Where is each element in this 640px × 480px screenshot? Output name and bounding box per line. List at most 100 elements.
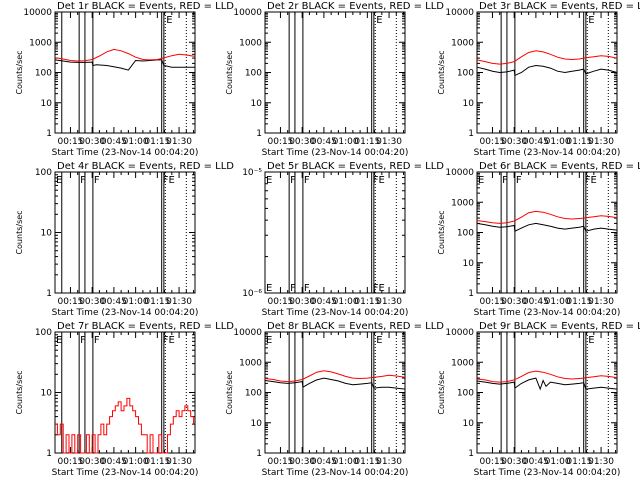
- detector-panel-6: Det 6r BLACK = Events, RED = LLD 1 10 100 10…: [437, 161, 640, 318]
- plot-frame: [264, 171, 406, 294]
- y-tick-label: 10: [251, 419, 263, 429]
- x-tick-label: 01:30: [588, 457, 614, 467]
- x-tick-label: 00:30: [79, 137, 105, 147]
- x-tick-label: 01:15: [566, 137, 592, 147]
- x-tick-label: 00:30: [501, 137, 527, 147]
- y-tick-label: 10000: [23, 8, 52, 18]
- series-line-lld: [55, 397, 195, 454]
- x-tick-label: 01:00: [545, 457, 571, 467]
- y-axis-label: Counts/sec: [437, 370, 446, 414]
- y-tick-label: 1000: [451, 38, 474, 48]
- y-tick-label: 1000: [29, 38, 52, 48]
- x-tick-label: 00:30: [79, 297, 105, 307]
- y-axis-label: Counts/sec: [437, 50, 446, 94]
- panel-title: Det 2r BLACK = Events, RED = LLD: [267, 1, 444, 12]
- y-tick-label: 10000: [233, 8, 262, 18]
- flag-label: E: [56, 175, 62, 186]
- flag-label: E: [266, 283, 272, 294]
- x-tick-label: 01:00: [333, 457, 359, 467]
- plot-frame: [264, 331, 406, 454]
- y-tick-label: 1: [46, 129, 52, 139]
- x-axis-label: Start Time (23-Nov-14 00:04:20): [474, 308, 621, 318]
- y-tick-label: 10: [463, 99, 475, 109]
- x-axis-label: Start Time (23-Nov-14 00:04:20): [52, 468, 199, 478]
- x-tick-label: 00:45: [311, 297, 337, 307]
- x-tick-label: 00:45: [311, 137, 337, 147]
- plot-frame: [264, 11, 406, 134]
- plot-frame: [54, 171, 196, 294]
- flag-label: E: [166, 15, 172, 26]
- flag-label: E: [56, 335, 62, 346]
- flag-label: F: [502, 175, 508, 186]
- y-tick-label: 10: [463, 419, 475, 429]
- series-line-events: [476, 64, 618, 77]
- panel-title: Det 3r BLACK = Events, RED = LLD: [479, 1, 640, 12]
- x-tick-label: 00:45: [523, 457, 549, 467]
- x-tick-label: 01:30: [166, 297, 192, 307]
- x-tick-label: 00:30: [289, 457, 315, 467]
- y-tick-label: 100: [35, 168, 52, 178]
- x-tick-label: 01:15: [354, 297, 380, 307]
- x-tick-label: 01:00: [545, 137, 571, 147]
- x-tick-label: 00:30: [289, 297, 315, 307]
- x-tick-label: 00:15: [479, 297, 505, 307]
- x-tick-label: 00:45: [523, 297, 549, 307]
- panel-title: Det 6r BLACK = Events, RED = LLD: [479, 161, 640, 172]
- panel-title: Det 1r BLACK = Events, RED = LLD: [57, 1, 234, 12]
- detector-panel-9: Det 9r BLACK = Events, RED = LLD 1 10 100 10…: [437, 321, 640, 478]
- y-tick-label: 1: [256, 449, 262, 459]
- x-tick-label: 01:30: [166, 137, 192, 147]
- y-tick-label: 10000: [445, 168, 474, 178]
- flag-label: FE: [163, 175, 175, 186]
- x-axis-label: Start Time (23-Nov-14 00:04:20): [52, 308, 199, 318]
- panel-title: Det 4r BLACK = Events, RED = LLD: [57, 161, 234, 172]
- series-line-events: [476, 377, 618, 391]
- x-tick-label: 01:15: [144, 137, 170, 147]
- x-tick-label: 00:15: [57, 457, 83, 467]
- x-tick-label: 01:15: [354, 137, 380, 147]
- x-axis-label: Start Time (23-Nov-14 00:04:20): [52, 148, 199, 158]
- plot-frame: [476, 331, 618, 454]
- y-tick-label: 100: [245, 389, 262, 399]
- y-tick-label: 1: [256, 129, 262, 139]
- x-tick-label: 00:15: [479, 137, 505, 147]
- x-tick-label: 00:45: [523, 137, 549, 147]
- detector-panel-4: Det 4r BLACK = Events, RED = LLD 1 10 100 Co…: [15, 161, 234, 318]
- x-tick-label: 01:00: [333, 297, 359, 307]
- detector-panel-7: Det 7r BLACK = Events, RED = LLD 1 10 100 Co…: [15, 321, 234, 478]
- flag-label: F: [80, 175, 86, 186]
- y-tick-label: 100: [457, 69, 474, 79]
- plot-frame: [54, 331, 196, 454]
- flag-label: E: [588, 15, 594, 26]
- y-tick-label: 1: [46, 289, 52, 299]
- y-tick-label: 1000: [239, 358, 262, 368]
- x-tick-label: 00:30: [289, 137, 315, 147]
- flag-label: F: [304, 175, 310, 186]
- x-tick-label: 01:15: [566, 297, 592, 307]
- y-tick-label: 100: [35, 328, 52, 338]
- flag-label: FE: [373, 283, 385, 294]
- flag-label: F: [80, 335, 86, 346]
- y-tick-label: 1: [468, 449, 474, 459]
- y-tick-label: 100: [457, 229, 474, 239]
- x-tick-label: 00:30: [501, 457, 527, 467]
- x-tick-label: 00:15: [57, 297, 83, 307]
- detector-panel-8: Det 8r BLACK = Events, RED = LLD 1 10 100 10…: [225, 321, 444, 478]
- x-axis-label: Start Time (23-Nov-14 00:04:20): [474, 148, 621, 158]
- x-tick-label: 00:30: [79, 457, 105, 467]
- x-tick-label: 01:15: [144, 297, 170, 307]
- x-tick-label: 01:30: [376, 297, 402, 307]
- x-tick-label: 00:45: [101, 137, 127, 147]
- y-tick-label: 100: [457, 389, 474, 399]
- y-tick-label: 10000: [445, 328, 474, 338]
- detector-panel-3: Det 3r BLACK = Events, RED = LLD 1 10 100 10…: [437, 1, 640, 158]
- y-tick-label: 100: [245, 69, 262, 79]
- x-tick-label: 01:00: [123, 137, 149, 147]
- panel-title: Det 7r BLACK = Events, RED = LLD: [57, 321, 234, 332]
- y-tick-label: 10: [251, 99, 263, 109]
- y-tick-label: 1000: [451, 358, 474, 368]
- y-axis-label: Counts/sec: [437, 210, 446, 254]
- flag-label: FE: [373, 175, 385, 186]
- flag-label: E: [478, 175, 484, 186]
- x-tick-label: 01:00: [123, 297, 149, 307]
